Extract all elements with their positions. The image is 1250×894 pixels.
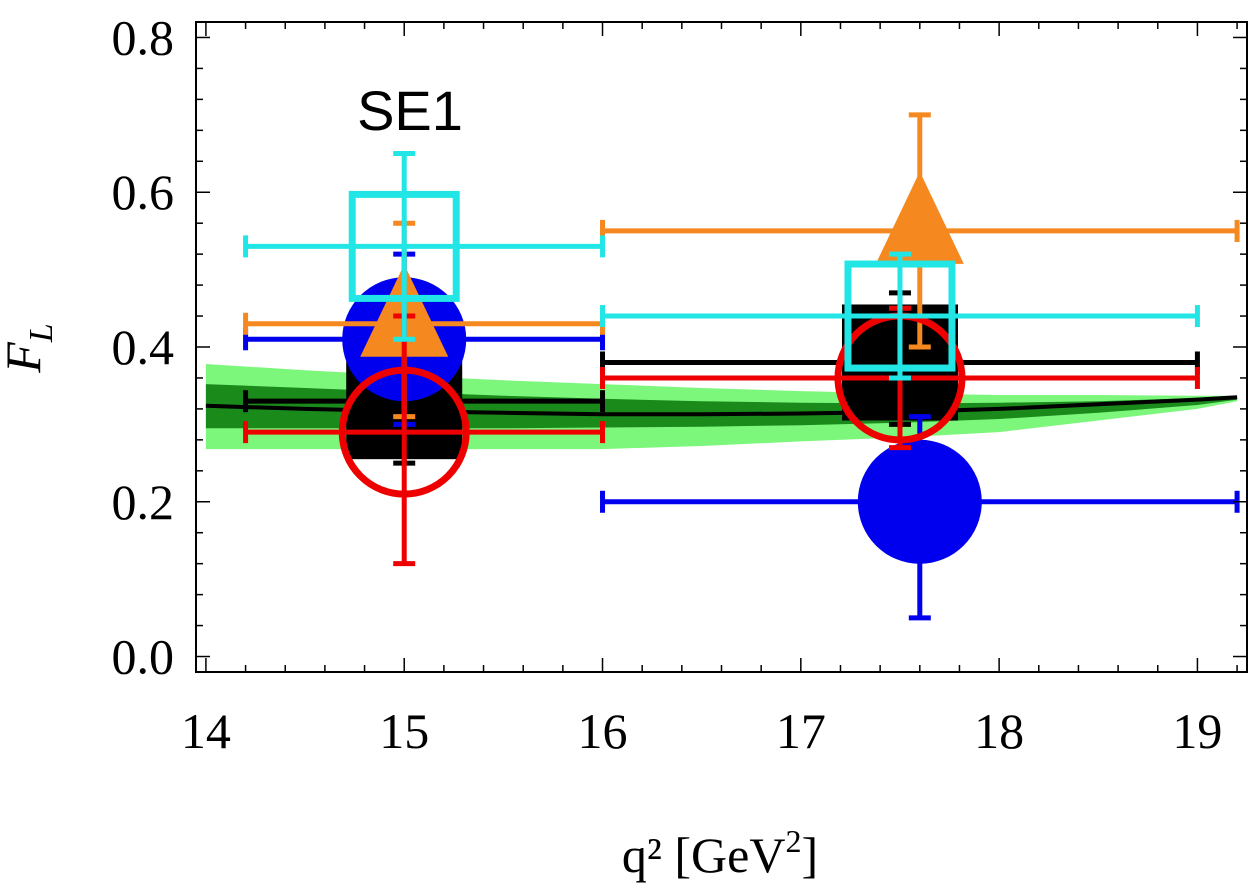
- data-point-red-open-circle: [243, 313, 606, 567]
- y-tick-label: 0.8: [112, 9, 175, 65]
- marker-blue-circle: [857, 439, 982, 564]
- y-axis-title-sub: L: [23, 323, 60, 343]
- y-tick-label: 0.4: [112, 319, 175, 375]
- x-tick-label: 14: [181, 703, 231, 759]
- x-axis-title-close: ]: [801, 827, 818, 883]
- axis-ticks: [196, 22, 1247, 672]
- data-point-orange-triangle: [600, 112, 1240, 350]
- y-tick-label: 0.6: [112, 164, 175, 220]
- x-tick-label: 18: [974, 703, 1024, 759]
- x-axis-title: q² [GeV2]: [622, 823, 818, 883]
- x-tick-label: 16: [578, 703, 628, 759]
- y-tick-label: 0.0: [112, 629, 175, 685]
- data-point-cyan-open-square: [243, 151, 606, 342]
- x-tick-label: 19: [1172, 703, 1222, 759]
- data-point-cyan-open-square: [600, 251, 1200, 381]
- x-tick-label: 15: [379, 703, 429, 759]
- x-axis-title-sup: 2: [785, 823, 801, 859]
- marker-cyan-open-square: [844, 260, 956, 372]
- tick-labels: 14 15 16 17 18 19 0.0 0.2 0.4 0.6 0.8: [112, 9, 1223, 759]
- data-point-blue-circle: [600, 414, 1240, 621]
- marker-cyan-open-square: [348, 190, 460, 302]
- y-axis-title-main: F: [0, 342, 51, 374]
- y-tick-label: 0.2: [112, 474, 175, 530]
- x-tick-label: 17: [776, 703, 826, 759]
- x-axis-title-main: q² [GeV: [622, 827, 786, 883]
- data-markers: [243, 112, 1240, 621]
- marker-orange-triangle: [875, 171, 964, 264]
- annotation-label: SE1: [357, 79, 463, 142]
- y-axis-title: FL: [0, 323, 60, 373]
- marker-red-open-circle: [338, 366, 470, 498]
